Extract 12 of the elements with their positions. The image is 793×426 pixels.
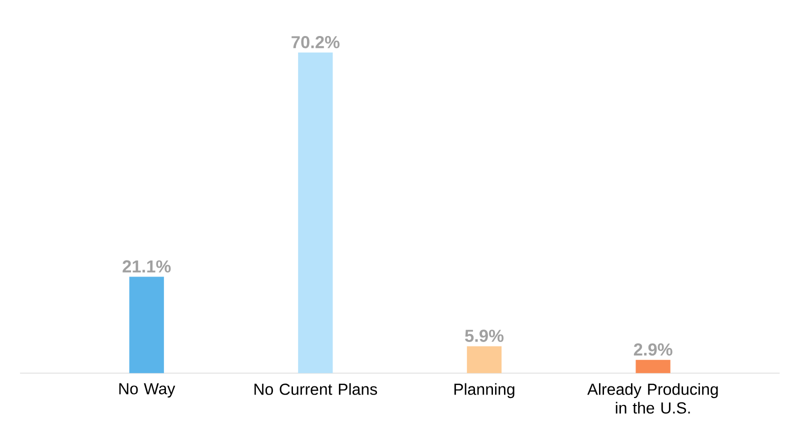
data-label: 21.1% <box>122 260 171 272</box>
bar <box>129 276 164 373</box>
x-tick-label: Already Producing in the U.S. <box>587 382 718 414</box>
bar <box>636 360 670 373</box>
x-tick-label: Planning <box>454 382 514 398</box>
bar <box>298 52 333 373</box>
data-label: 70.2% <box>292 36 340 48</box>
x-tick-label: No Current Plans <box>254 382 378 395</box>
bar <box>466 346 502 373</box>
data-label: 2.9% <box>634 343 672 356</box>
x-tick-label: No Way <box>119 382 176 398</box>
data-label: 5.9% <box>465 329 504 342</box>
